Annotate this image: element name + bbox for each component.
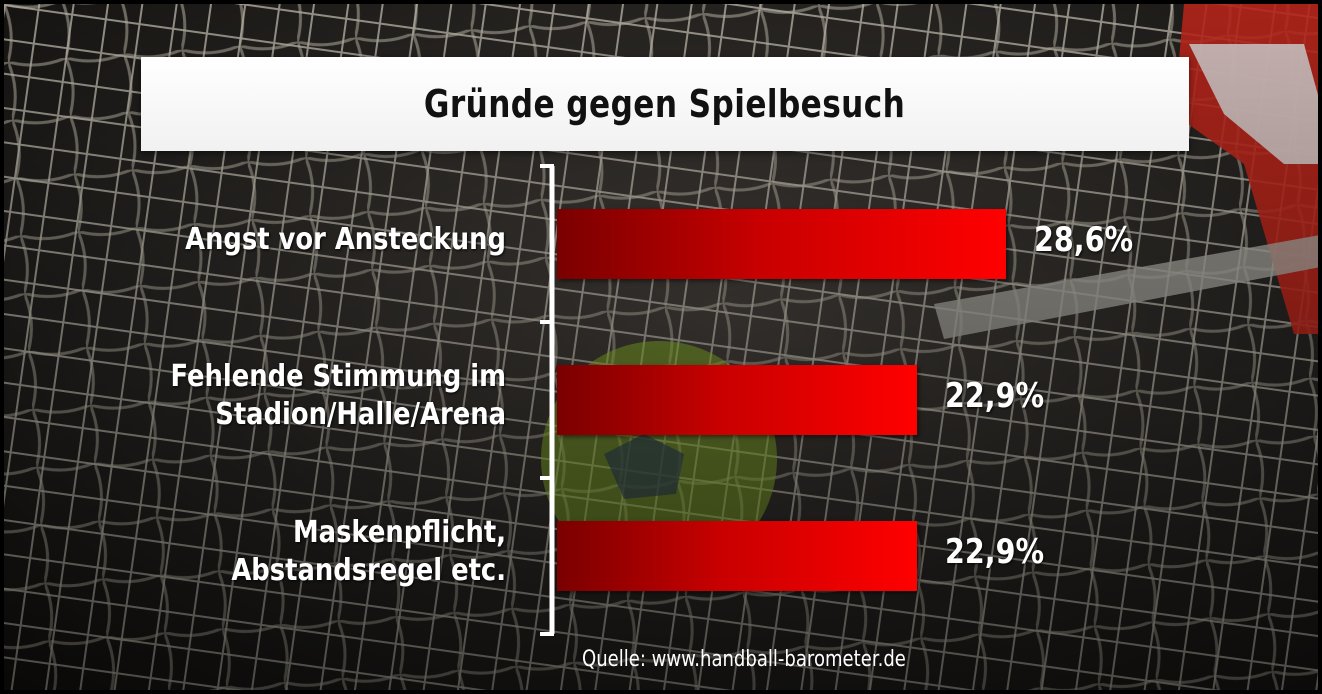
category-label-1: Angst vor Ansteckung xyxy=(145,221,506,259)
category-label-2: Fehlende Stimmung im Stadion/Halle/Arena xyxy=(145,358,506,434)
bar-3 xyxy=(557,521,917,591)
category-label-3: Maskenpflicht, Abstandsregel etc. xyxy=(145,514,506,590)
category-label-line: Maskenpflicht, xyxy=(292,515,506,550)
source-note: Quelle: www.handball-barometer.de xyxy=(582,647,906,672)
data-label-3: 22,9% xyxy=(945,532,1045,572)
category-label-line: Abstandsregel etc. xyxy=(231,553,507,588)
category-label-line: Angst vor Ansteckung xyxy=(185,222,506,257)
bar-2 xyxy=(557,365,917,435)
data-label-2: 22,9% xyxy=(945,376,1045,416)
chart-title: Gründe gegen Spielbesuch xyxy=(424,82,906,126)
data-label-1: 28,6% xyxy=(1034,220,1134,260)
category-axis xyxy=(540,164,555,636)
bar-1 xyxy=(557,209,1006,279)
title-banner: Gründe gegen Spielbesuch xyxy=(141,57,1189,151)
category-label-line: Stadion/Halle/Arena xyxy=(215,397,506,432)
category-label-line: Fehlende Stimmung im xyxy=(170,359,506,394)
